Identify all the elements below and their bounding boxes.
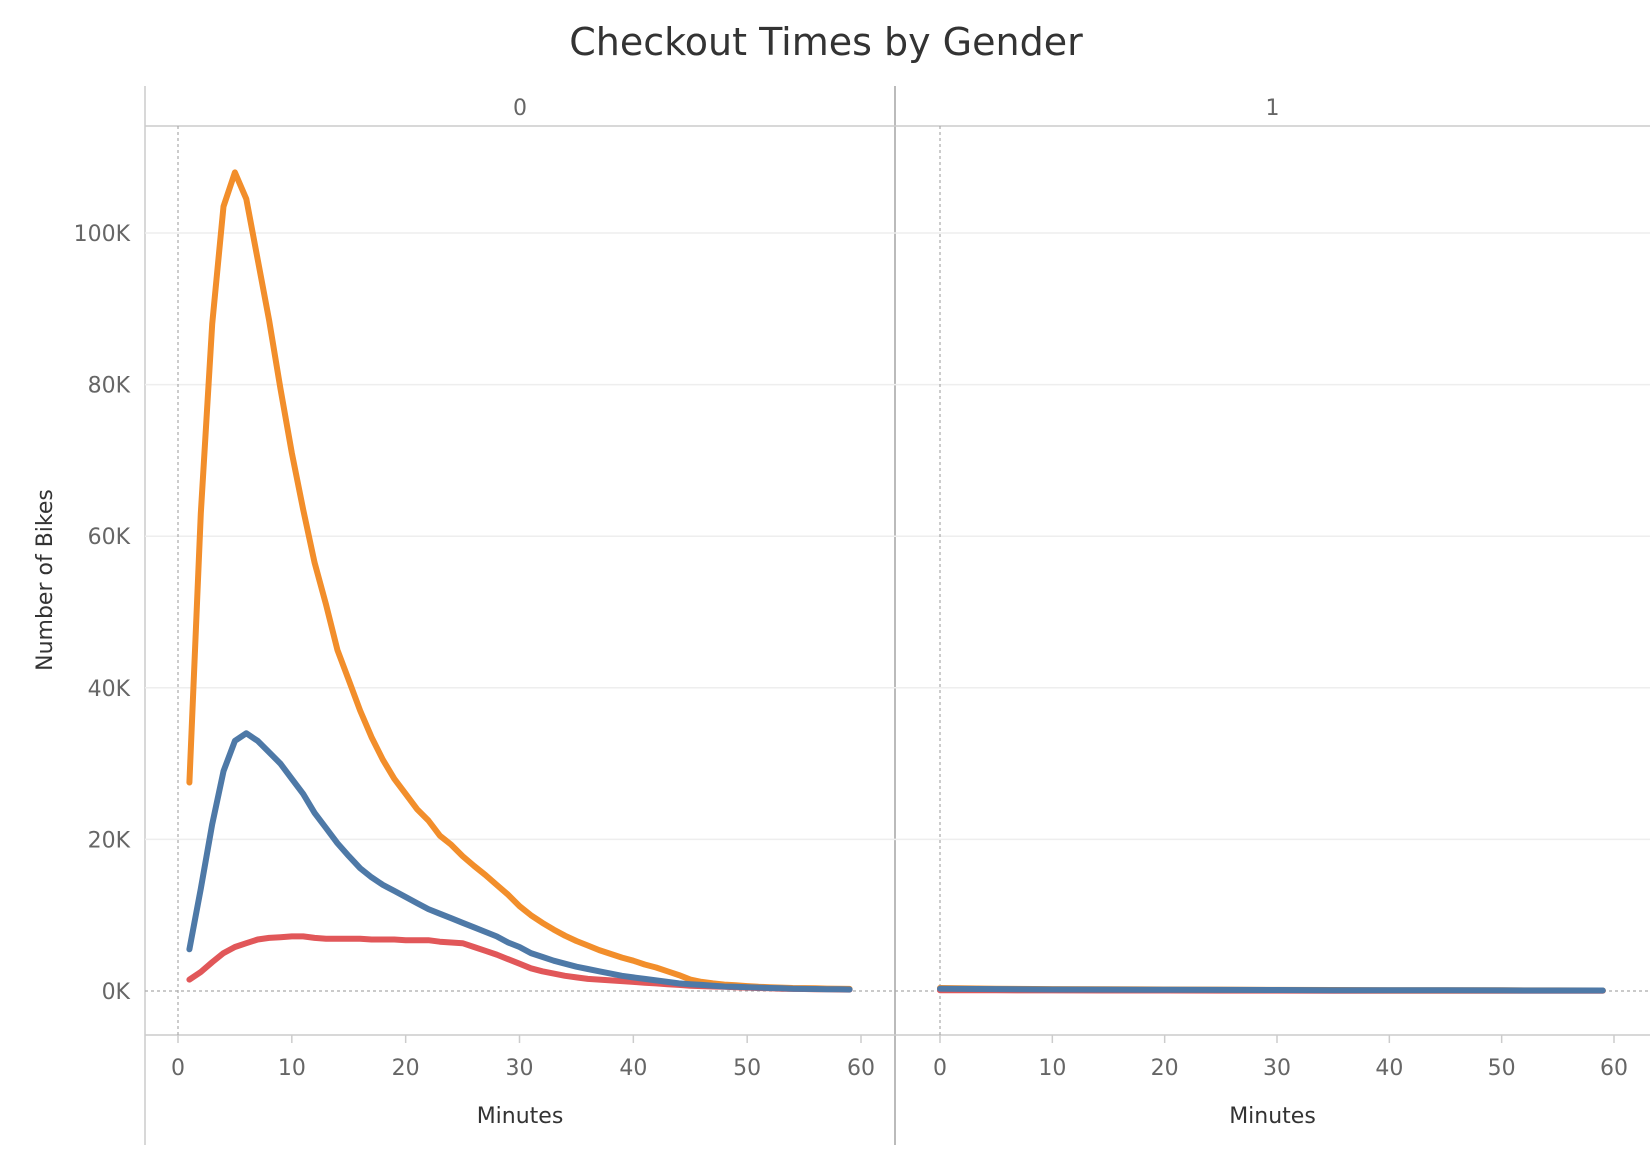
x-tick-label: 40	[619, 1056, 647, 1081]
series-line	[186, 730, 853, 993]
y-tick-label: 0K	[102, 980, 131, 1005]
chart-title: Checkout Times by Gender	[569, 20, 1083, 64]
y-tick-label: 20K	[88, 828, 131, 853]
chart-frame: 0K 20K 40K 60K 80K 100K	[74, 86, 1650, 1145]
x-tick-label: 30	[1263, 1056, 1291, 1081]
y-axis-title: Number of Bikes	[33, 489, 58, 671]
y-tick-label: 100K	[74, 222, 131, 247]
y-tick-label: 80K	[88, 374, 131, 399]
x-tick-label: 40	[1375, 1056, 1403, 1081]
x-tick-label: 0	[171, 1056, 185, 1081]
y-tick-label: 60K	[88, 525, 131, 550]
x-tick-label: 0	[933, 1056, 947, 1081]
x-tick-label: 50	[1488, 1056, 1516, 1081]
x-tick-label: 20	[1151, 1056, 1179, 1081]
x-tick-label: 10	[278, 1056, 306, 1081]
x-tick-label: 10	[1038, 1056, 1066, 1081]
x-tick-label: 30	[506, 1056, 534, 1081]
series-line	[937, 985, 1606, 994]
panel-0: 0 0 10 20 30 40 50 60 Minutes	[145, 96, 895, 1129]
x-axis-title: Minutes	[477, 1104, 564, 1129]
series-line	[186, 169, 853, 992]
x-tick-label: 60	[847, 1056, 875, 1081]
panel-header: 0	[513, 96, 527, 121]
panel-header: 1	[1266, 96, 1280, 121]
x-axis-title: Minutes	[1229, 1104, 1316, 1129]
x-tick-label: 50	[733, 1056, 761, 1081]
x-tick-label: 60	[1600, 1056, 1628, 1081]
y-tick-label: 40K	[88, 677, 131, 702]
x-tick-label: 20	[392, 1056, 420, 1081]
